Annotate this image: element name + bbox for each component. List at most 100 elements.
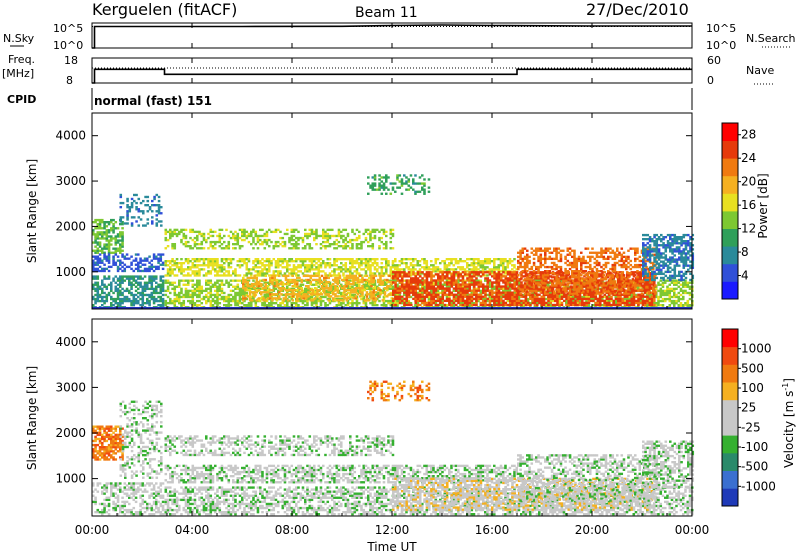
power-cell bbox=[164, 264, 168, 267]
power-cell bbox=[409, 174, 413, 177]
power-cell bbox=[142, 212, 145, 215]
power-cell bbox=[428, 303, 431, 307]
power-cell bbox=[286, 285, 289, 288]
power-cell bbox=[112, 218, 115, 222]
power-cell bbox=[245, 236, 249, 240]
power-cell bbox=[306, 266, 309, 269]
power-cell bbox=[374, 299, 378, 302]
power-cell bbox=[355, 272, 359, 275]
power-cell bbox=[259, 260, 262, 263]
power-cell bbox=[679, 304, 683, 307]
power-cell bbox=[142, 224, 145, 227]
power-cell bbox=[380, 262, 384, 265]
power-cell bbox=[146, 259, 149, 262]
power-cell bbox=[377, 287, 380, 290]
power-cell bbox=[148, 275, 151, 278]
power-cell bbox=[466, 277, 469, 280]
power-cell bbox=[391, 266, 395, 269]
power-cell bbox=[331, 270, 334, 273]
power-cell bbox=[137, 277, 140, 280]
power-cell bbox=[297, 266, 300, 269]
power-cell bbox=[227, 270, 231, 273]
power-cell bbox=[180, 287, 183, 291]
power-cell bbox=[385, 243, 388, 246]
power-cell bbox=[189, 236, 192, 240]
power-cell bbox=[439, 291, 442, 295]
power-cell bbox=[585, 295, 588, 299]
power-cell bbox=[238, 297, 242, 301]
power-cell bbox=[409, 268, 413, 271]
power-cell bbox=[311, 274, 315, 278]
power-cell bbox=[119, 283, 122, 286]
power-cell bbox=[379, 289, 382, 292]
power-cell bbox=[98, 227, 102, 230]
power-cell bbox=[275, 282, 279, 286]
power-cell bbox=[407, 271, 411, 274]
power-cell bbox=[101, 251, 104, 254]
power-cell bbox=[114, 275, 118, 278]
power-cell bbox=[459, 273, 463, 276]
power-cell bbox=[380, 268, 384, 271]
power-cell bbox=[310, 297, 314, 301]
power-cell bbox=[362, 240, 366, 244]
power-cell bbox=[437, 303, 440, 307]
power-cell bbox=[432, 270, 435, 273]
power-cell bbox=[207, 279, 210, 282]
power-cell bbox=[209, 234, 213, 238]
power-cell bbox=[430, 260, 433, 263]
power-cell bbox=[286, 264, 289, 267]
power-cell bbox=[211, 266, 215, 269]
power-cell bbox=[116, 269, 120, 273]
power-cell bbox=[655, 304, 658, 307]
power-cell bbox=[247, 302, 251, 305]
power-cell bbox=[218, 283, 222, 286]
power-cell bbox=[134, 259, 138, 262]
power-cell bbox=[101, 221, 104, 224]
power-cell bbox=[164, 247, 168, 250]
power-cell bbox=[193, 270, 197, 273]
power-cell bbox=[254, 304, 258, 307]
power-cell bbox=[682, 291, 685, 295]
power-cell bbox=[343, 291, 346, 294]
power-cell bbox=[334, 293, 337, 296]
power-cell bbox=[241, 230, 244, 234]
power-cell bbox=[338, 285, 342, 288]
power-cell bbox=[107, 283, 111, 286]
power-cell bbox=[340, 230, 343, 234]
power-cell bbox=[337, 232, 341, 236]
power-cell bbox=[353, 260, 357, 263]
power-cell bbox=[255, 280, 259, 284]
power-cell bbox=[506, 264, 510, 267]
power-cell bbox=[116, 287, 120, 291]
power-cell bbox=[253, 291, 256, 294]
power-cell bbox=[274, 262, 278, 265]
power-cell bbox=[282, 297, 286, 300]
power-cell bbox=[236, 304, 240, 307]
power-cell bbox=[128, 277, 131, 280]
power-cell bbox=[121, 241, 124, 244]
power-cell bbox=[141, 277, 145, 280]
power-cell bbox=[414, 192, 417, 195]
power-cell bbox=[439, 304, 442, 307]
power-cell bbox=[430, 285, 433, 288]
power-cell bbox=[326, 291, 330, 295]
power-cell bbox=[571, 299, 575, 303]
power-cell bbox=[225, 270, 228, 273]
power-cell bbox=[130, 277, 133, 280]
power-cell bbox=[332, 299, 335, 302]
power-cell bbox=[310, 295, 314, 299]
power-cell bbox=[209, 287, 213, 291]
power-cell bbox=[354, 291, 358, 294]
power-cell bbox=[421, 291, 424, 295]
power-cell bbox=[157, 204, 161, 207]
power-cell bbox=[373, 174, 377, 177]
power-cell bbox=[344, 247, 348, 250]
power-cell bbox=[335, 297, 339, 301]
power-cell bbox=[315, 230, 318, 234]
power-cell bbox=[349, 260, 352, 263]
power-cell bbox=[107, 235, 111, 238]
power-cell bbox=[268, 287, 271, 291]
power-cell bbox=[92, 285, 95, 288]
power-cell bbox=[107, 243, 111, 246]
power-cell bbox=[251, 285, 254, 288]
